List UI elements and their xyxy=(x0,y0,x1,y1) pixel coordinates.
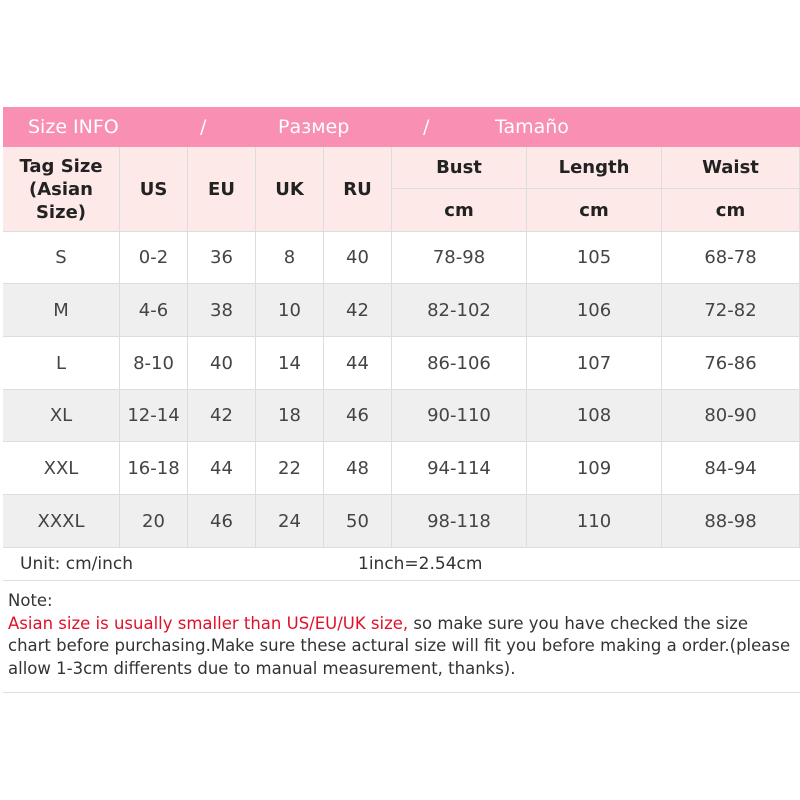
header-bust-unit: cm xyxy=(392,189,527,232)
table-cell: 86-106 xyxy=(392,337,527,390)
table-cell: 0-2 xyxy=(120,232,188,284)
table-cell: 107 xyxy=(527,337,662,390)
table-cell: 22 xyxy=(256,442,324,495)
table-cell: 105 xyxy=(527,232,662,284)
title-russian: Размер xyxy=(278,116,350,138)
table-cell: 42 xyxy=(324,284,392,337)
table-cell: 42 xyxy=(188,390,256,442)
unit-label: Unit: cm/inch xyxy=(20,554,133,574)
unit-row: Unit: cm/inch 1inch=2.54cm xyxy=(3,548,800,581)
table-cell: L xyxy=(3,337,120,390)
table-cell: 90-110 xyxy=(392,390,527,442)
note-warning: Asian size is usually smaller than US/EU… xyxy=(8,613,409,633)
table-cell: 36 xyxy=(188,232,256,284)
table-cell: 44 xyxy=(188,442,256,495)
table-cell: 40 xyxy=(324,232,392,284)
header-length-unit: cm xyxy=(527,189,662,232)
header-us: US xyxy=(120,147,188,232)
table-cell: 68-78 xyxy=(662,232,800,284)
table-cell: XL xyxy=(3,390,120,442)
header-tag-size-line: Tag Size xyxy=(19,155,103,177)
table-cell: 8-10 xyxy=(120,337,188,390)
table-cell: 44 xyxy=(324,337,392,390)
header-length: Length xyxy=(527,147,662,189)
note-text: so make sure you have checked the size c… xyxy=(8,613,791,678)
table-cell: 108 xyxy=(527,390,662,442)
table-cell: 76-86 xyxy=(662,337,800,390)
table-cell: 82-102 xyxy=(392,284,527,337)
note-label: Note: xyxy=(8,591,53,610)
table-cell: 10 xyxy=(256,284,324,337)
table-cell: 4-6 xyxy=(120,284,188,337)
note: Note: Asian size is usually smaller than… xyxy=(3,580,800,693)
header-waist-unit: cm xyxy=(662,189,800,232)
header-waist: Waist xyxy=(662,147,800,189)
table-cell: 106 xyxy=(527,284,662,337)
table-cell: 94-114 xyxy=(392,442,527,495)
header-bust: Bust xyxy=(392,147,527,189)
table-cell: 16-18 xyxy=(120,442,188,495)
table-cell: 48 xyxy=(324,442,392,495)
header-uk: UK xyxy=(256,147,324,232)
title-bar: Size INFO / Размер / Tamaño xyxy=(3,107,800,147)
table-cell: 98-118 xyxy=(392,495,527,548)
table-cell: 24 xyxy=(256,495,324,548)
table-cell: 14 xyxy=(256,337,324,390)
title-separator: / xyxy=(200,116,207,138)
table-cell: 88-98 xyxy=(662,495,800,548)
conversion-label: 1inch=2.54cm xyxy=(358,554,483,574)
table-cell: 46 xyxy=(324,390,392,442)
table-cell: 8 xyxy=(256,232,324,284)
table-cell: XXXL xyxy=(3,495,120,548)
table-cell: 12-14 xyxy=(120,390,188,442)
header-ru: RU xyxy=(324,147,392,232)
table-cell: S xyxy=(3,232,120,284)
table-cell: 20 xyxy=(120,495,188,548)
header-tag-size-line: (Asian Size) xyxy=(28,178,93,223)
title-spanish: Tamaño xyxy=(495,116,569,138)
table-cell: 80-90 xyxy=(662,390,800,442)
table-cell: 18 xyxy=(256,390,324,442)
table-cell: M xyxy=(3,284,120,337)
title-size-info: Size INFO xyxy=(28,116,119,138)
table-cell: 38 xyxy=(188,284,256,337)
table-cell: 46 xyxy=(188,495,256,548)
table-cell: 72-82 xyxy=(662,284,800,337)
table-cell: 78-98 xyxy=(392,232,527,284)
title-separator: / xyxy=(423,116,430,138)
header-tag-size: Tag Size (Asian Size) xyxy=(3,147,120,232)
table-cell: XXL xyxy=(3,442,120,495)
table-cell: 84-94 xyxy=(662,442,800,495)
table-cell: 110 xyxy=(527,495,662,548)
header-eu: EU xyxy=(188,147,256,232)
table-cell: 50 xyxy=(324,495,392,548)
table-cell: 109 xyxy=(527,442,662,495)
table-cell: 40 xyxy=(188,337,256,390)
